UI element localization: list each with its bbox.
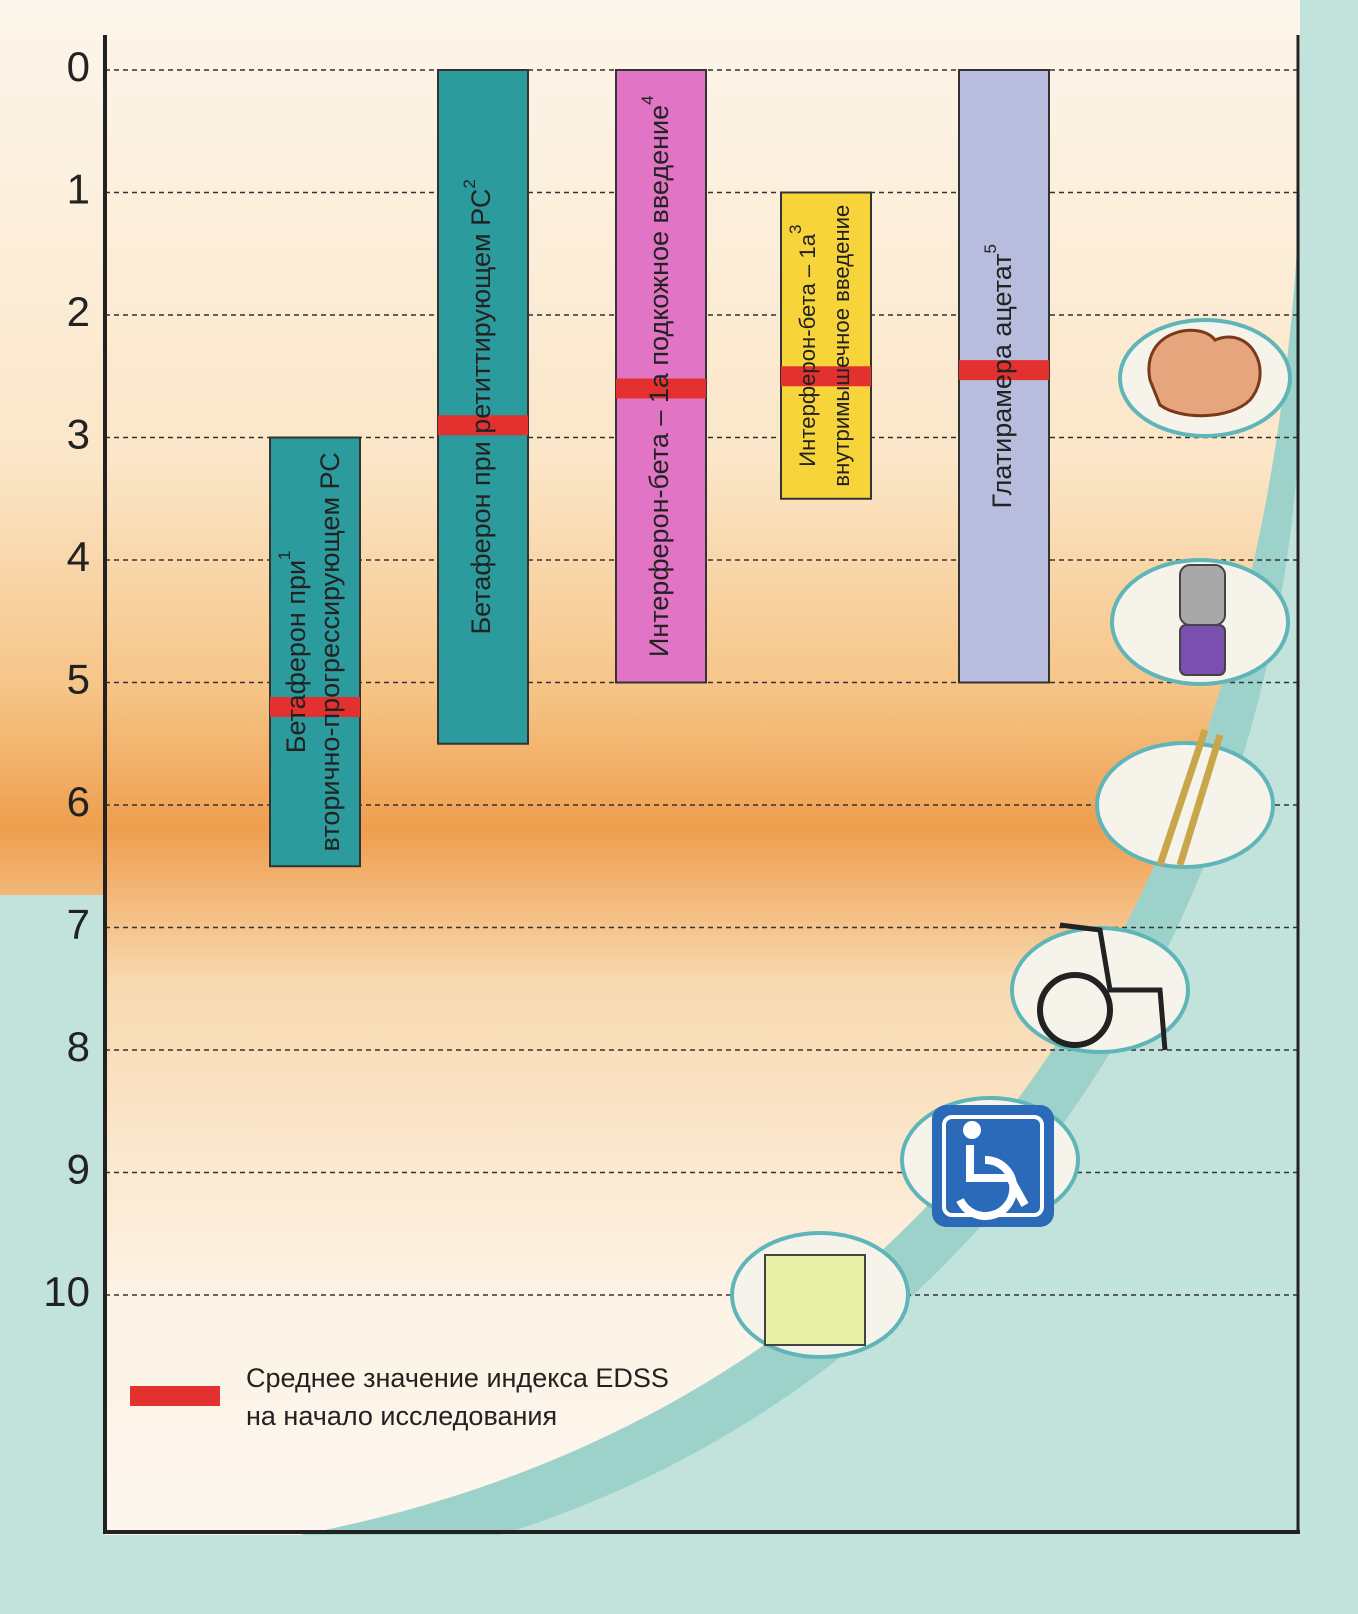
- bar-label-line: Бетаферон при ретиттирующем РС: [466, 189, 496, 635]
- bar-label-line: Интерферон-бета – 1а: [795, 233, 820, 466]
- y-tick-label: 8: [67, 1023, 90, 1070]
- y-tick-label: 0: [67, 43, 90, 90]
- y-tick-label: 3: [67, 411, 90, 458]
- footnote-mark: 4: [638, 95, 657, 104]
- bar-label-line: вторично-прогрессирующем РС: [315, 452, 345, 851]
- bar-label-line: Интерферон-бета – 1а подкожное введение: [644, 105, 674, 657]
- bar-label: Глатирамера ацетат5: [981, 244, 1017, 509]
- footnote-mark: 3: [786, 225, 805, 234]
- footnote-mark: 5: [981, 244, 1000, 253]
- y-tick-label: 7: [67, 901, 90, 948]
- chart: 012345678910 Бетаферон при1вторично-прог…: [0, 0, 1358, 1614]
- legend-swatch: [130, 1386, 220, 1406]
- y-tick-label: 2: [67, 288, 90, 335]
- bar-label-line: Бетаферон при: [281, 560, 311, 753]
- y-tick-label: 5: [67, 656, 90, 703]
- legend-label: Среднее значение индекса EDSS: [246, 1363, 669, 1393]
- legend-label: на начало исследования: [246, 1401, 557, 1431]
- y-tick-label: 10: [43, 1268, 90, 1315]
- bar-label: Бетаферон при ретиттирующем РС2: [460, 179, 496, 634]
- y-tick-label: 4: [67, 533, 90, 580]
- y-tick-label: 6: [67, 778, 90, 825]
- bar-label: Интерферон-бета – 1а подкожное введение4: [638, 95, 674, 657]
- bar-label-line: внутримышечное введение: [829, 205, 854, 487]
- y-tick-label: 9: [67, 1146, 90, 1193]
- bar-label-line: Глатирамера ацетат: [987, 253, 1017, 508]
- footnote-mark: 1: [275, 550, 294, 559]
- footnote-mark: 2: [460, 179, 479, 188]
- y-tick-label: 1: [67, 166, 90, 213]
